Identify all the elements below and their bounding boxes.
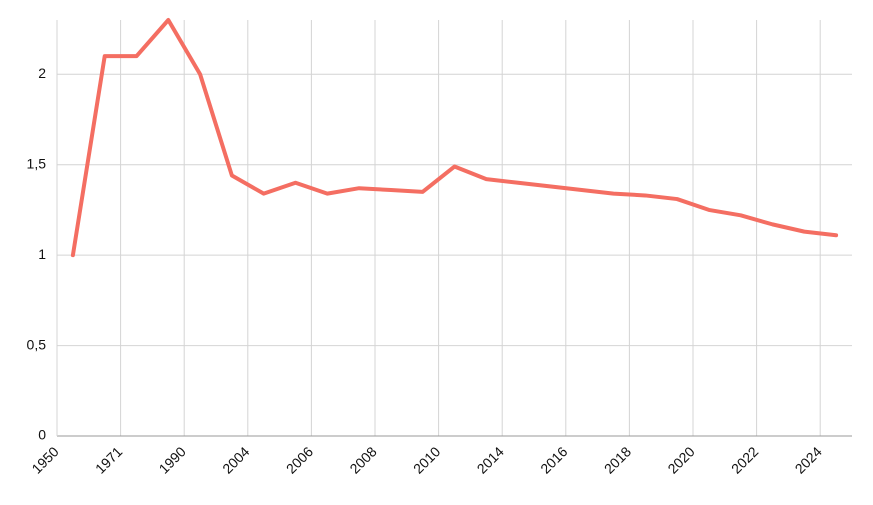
line-series: [70, 18, 839, 258]
x-tick-label: 2008: [346, 443, 379, 476]
x-tick-label: 2018: [601, 443, 634, 476]
y-tick-label: 0,5: [27, 336, 47, 352]
x-tick-label: 2010: [410, 443, 443, 476]
y-tick-label: 1,5: [27, 155, 47, 171]
x-tick-label: 2006: [283, 443, 316, 476]
x-tick-label: 2020: [664, 443, 697, 476]
x-tick-label: 2022: [728, 443, 761, 476]
x-tick-label: 2004: [219, 443, 252, 476]
x-tick-label: 2014: [474, 443, 507, 476]
x-tick-label: 1990: [156, 443, 189, 476]
x-tick-label: 1971: [92, 443, 125, 476]
y-tick-label: 2: [38, 65, 46, 81]
x-tick-label: 1950: [28, 443, 61, 476]
x-tick-label: 2024: [792, 443, 825, 476]
y-tick-label: 0: [38, 427, 46, 443]
y-tick-label: 1: [38, 246, 46, 262]
x-tick-label: 2016: [537, 443, 570, 476]
